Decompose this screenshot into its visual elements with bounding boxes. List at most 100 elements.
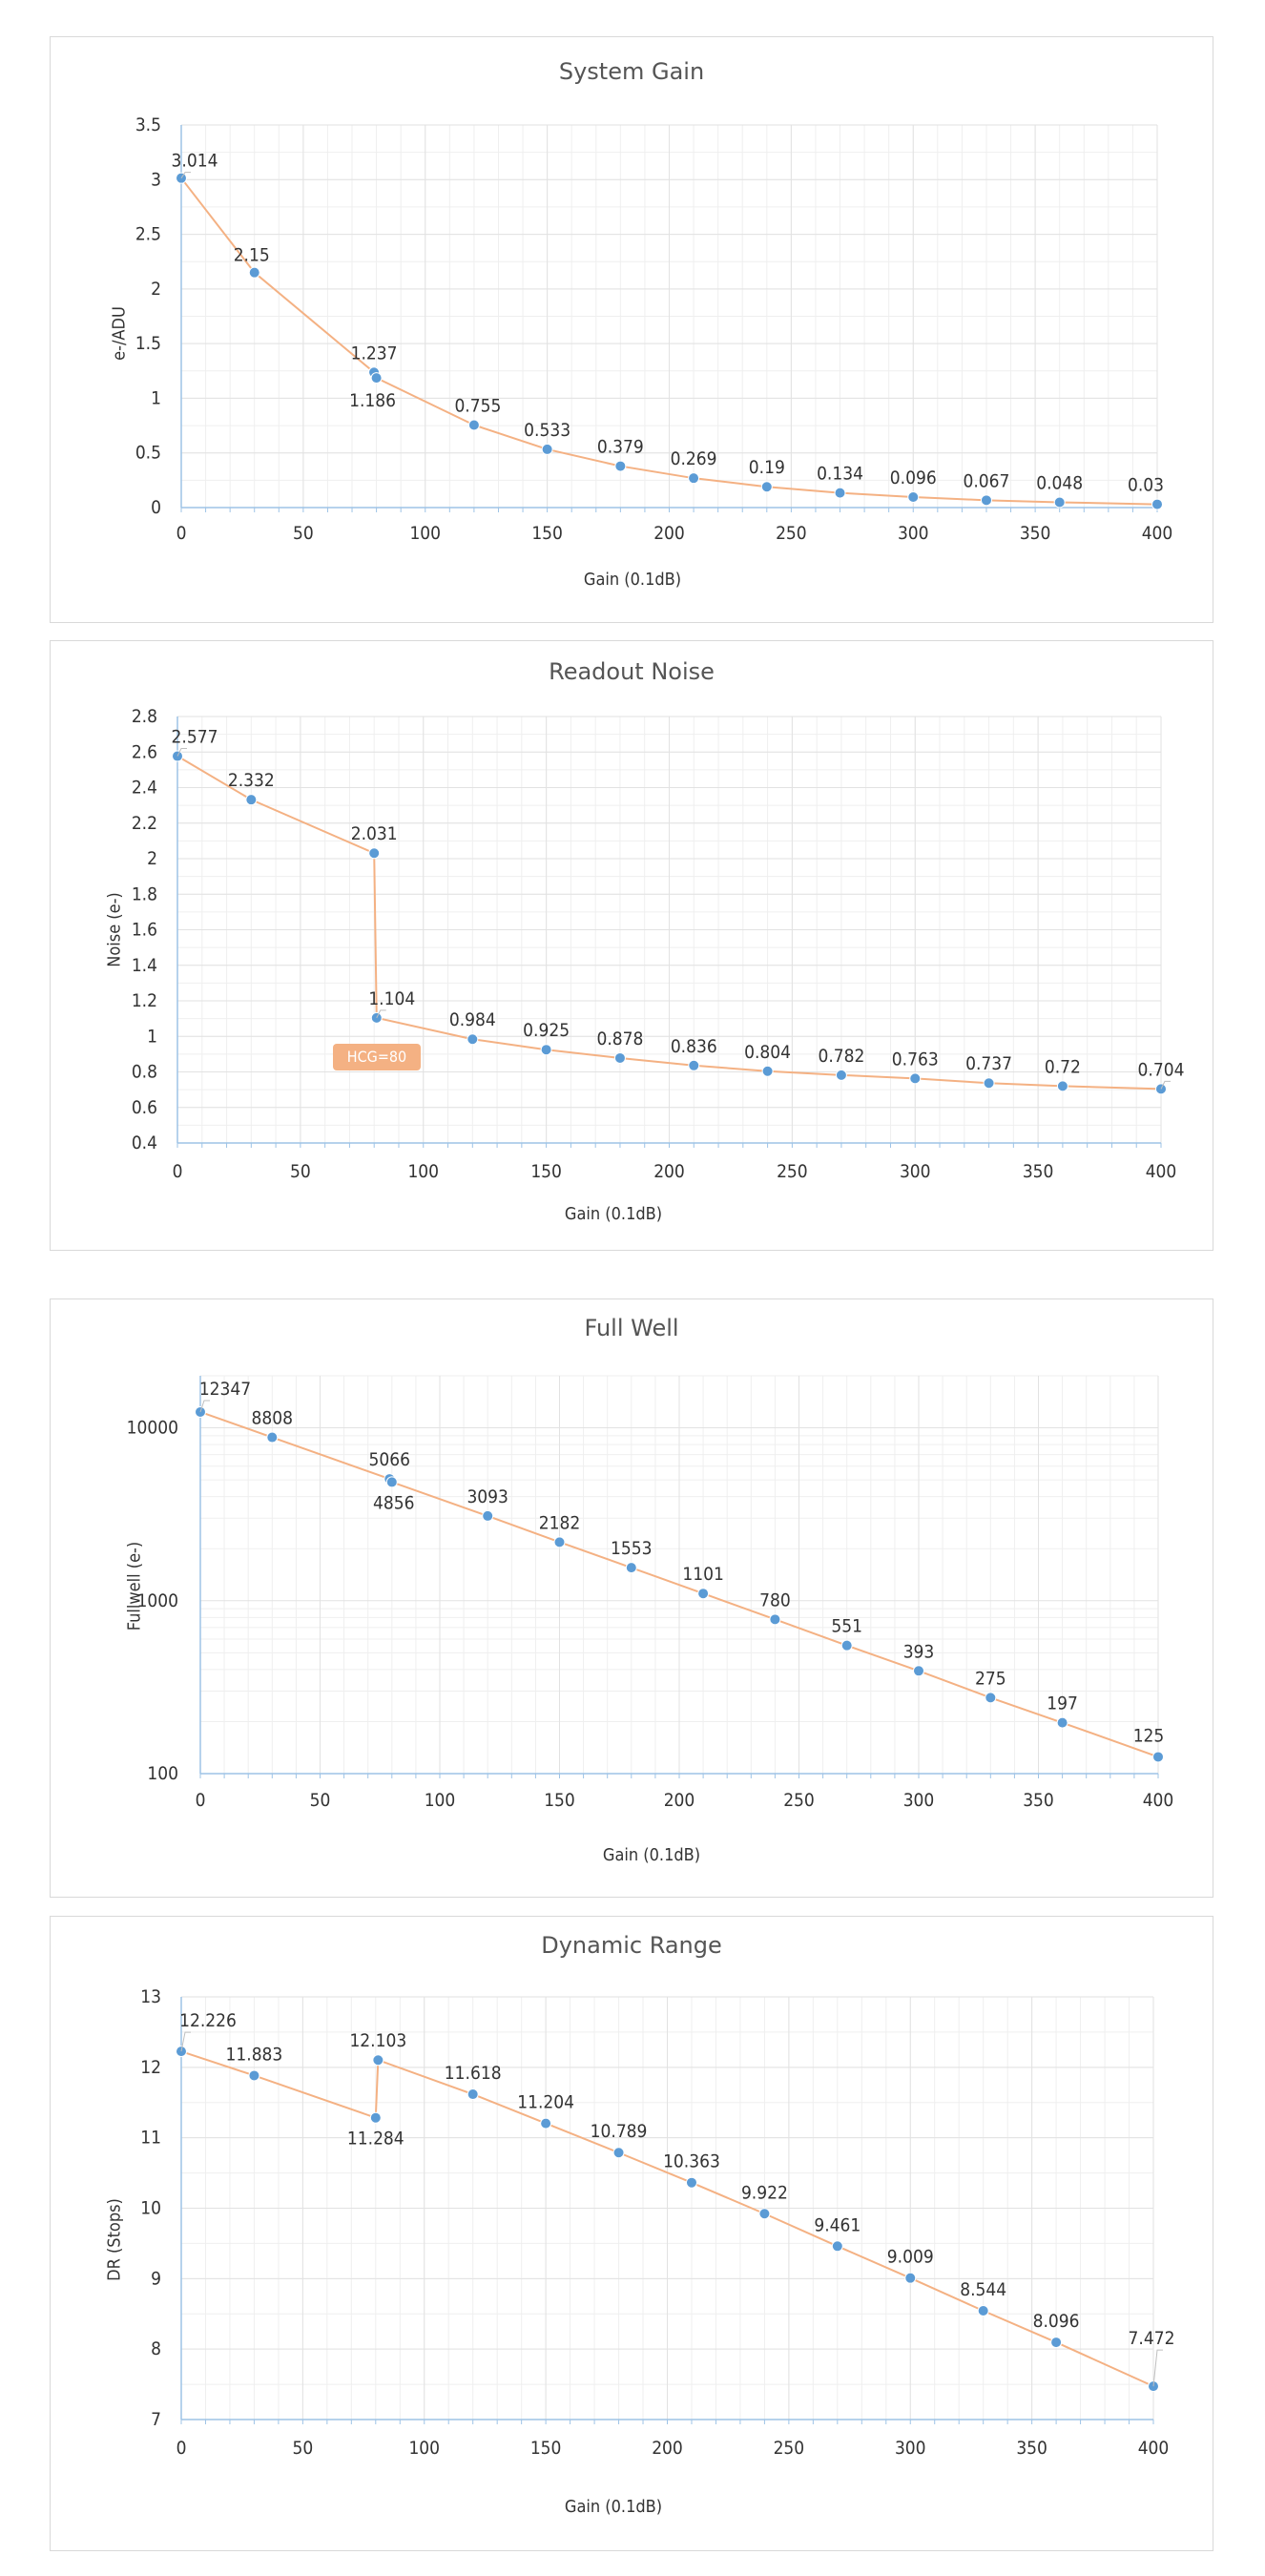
x-tick-label: 150 [531,523,563,544]
y-tick-label: 0.6 [132,1097,157,1118]
data-label: 551 [831,1616,862,1637]
x-tick-label: 200 [652,2438,683,2459]
data-label: 5066 [369,1449,411,1470]
data-label: 4856 [373,1492,415,1513]
x-tick-label: 0 [176,2438,187,2459]
data-label: 0.134 [817,464,863,485]
data-label: 197 [1047,1693,1078,1714]
label-leader [176,748,187,757]
data-point [368,847,381,860]
data-point [760,481,773,493]
data-label: 2182 [539,1512,581,1533]
data-label: 0.755 [454,395,501,416]
chart-title: Full Well [584,1315,679,1341]
data-label: 0.804 [744,1042,791,1063]
readout-noise-panel: Readout Noise 0 50 100 150 200 250 300 350 400 0.… [50,640,1213,1251]
data-point [467,419,480,431]
data-point [540,2117,552,2129]
y-tick-label: 13 [140,1986,161,2007]
data-label: 0.878 [596,1028,643,1049]
data-point [482,1509,494,1522]
x-tick-label: 250 [776,523,807,544]
x-axis-label: Gain (0.1dB) [564,1204,663,1224]
data-point [907,491,920,504]
x-tick-label: 300 [895,2438,926,2459]
data-label: 10.789 [591,2121,648,2142]
data-label: 9.461 [814,2214,861,2235]
y-tick-label: 10 [140,2198,161,2219]
data-label: 0.379 [597,437,644,458]
x-tick-label: 200 [653,523,685,544]
y-tick-label: 12 [140,2057,161,2078]
dynamic-range-panel: Dynamic Range 0 50 100 150 200 250 300 350 400 7 8… [50,1916,1213,2551]
y-tick-label: 8 [151,2338,161,2359]
data-label: 125 [1133,1725,1165,1746]
data-label: 1.237 [351,343,398,364]
data-point [688,1059,700,1071]
data-point [541,443,553,455]
data-point [1056,1716,1068,1729]
system-gain-panel: System Gain 0 50 100 150 200 250 300 350 400 0 0.5… [50,36,1213,623]
chart-title: System Gain [558,58,705,85]
y-tick-label: 0.8 [132,1062,157,1083]
y-tick-label: 7 [151,2409,161,2430]
y-tick-label: 1.5 [135,333,161,354]
data-point [985,1692,997,1704]
data-point [372,2054,384,2067]
data-label: 0.836 [671,1036,717,1057]
y-tick-label: 2 [151,279,161,300]
x-tick-label: 350 [1016,2438,1047,2459]
hcg-annotation: HCG=80 [333,1044,421,1070]
data-label: 7.472 [1129,2328,1175,2349]
x-tick-label: 100 [408,2438,440,2459]
x-tick-label: 100 [409,523,441,544]
data-point [840,1639,853,1652]
x-tick-label: 200 [653,1161,685,1182]
readout-noise-chart: 0 50 100 150 200 250 300 350 400 0.4 0.6 0.8 1 1.2 1.4… [132,706,1185,1182]
data-label: 0.737 [965,1053,1012,1074]
y-tick-label: 1 [147,1026,157,1047]
data-label: 2.577 [172,727,218,748]
y-tick-label: 2 [147,848,157,869]
data-label: 0.19 [749,457,785,478]
system-gain-chart: 0 50 100 150 200 250 300 350 400 0 0.5 1 1.5 2 2.5 3 3.5… [135,114,1173,544]
data-label: 3.014 [172,151,218,172]
x-tick-label: 300 [900,1161,931,1182]
data-point [625,1562,637,1574]
x-tick-label: 0 [173,1161,183,1182]
series-line [176,755,1162,1091]
x-tick-label: 350 [1023,1790,1054,1811]
label-leader [180,2031,191,2052]
data-point [909,1072,922,1085]
data-label: 11.618 [445,2063,502,2084]
label-leader [1160,1080,1171,1090]
data-label: 8.544 [960,2279,1006,2300]
data-point [1050,2337,1063,2349]
y-tick-label: 2.5 [135,224,161,245]
data-point [369,2111,382,2124]
data-label: 8808 [252,1408,294,1429]
data-label: 0.03 [1128,475,1164,496]
data-point [195,1405,206,1418]
x-tick-label: 400 [1143,1790,1174,1811]
data-point [685,2176,697,2189]
x-tick-label: 100 [425,1790,456,1811]
data-label: 10.363 [663,2151,720,2172]
y-axis-label: DR (Stops) [104,2198,125,2281]
y-tick-label: 1.2 [132,990,157,1011]
data-label: 393 [903,1641,935,1662]
y-tick-label: 10000 [127,1418,178,1439]
data-point [540,1044,552,1056]
data-point [834,487,846,499]
data-label: 275 [975,1668,1006,1689]
y-tick-label: 2.4 [132,778,157,799]
data-point [467,1033,479,1046]
chart-title: Readout Noise [549,658,715,685]
x-tick-label: 400 [1138,2438,1170,2459]
label-leader [1152,2349,1163,2387]
data-label: 3093 [467,1486,508,1507]
full-well-chart: 0 50 100 150 200 250 300 350 400 100 1000 10000 1234… [127,1375,1174,1811]
data-label: 12.103 [349,2030,406,2051]
data-point [977,2305,989,2317]
data-label: 0.763 [892,1049,939,1070]
